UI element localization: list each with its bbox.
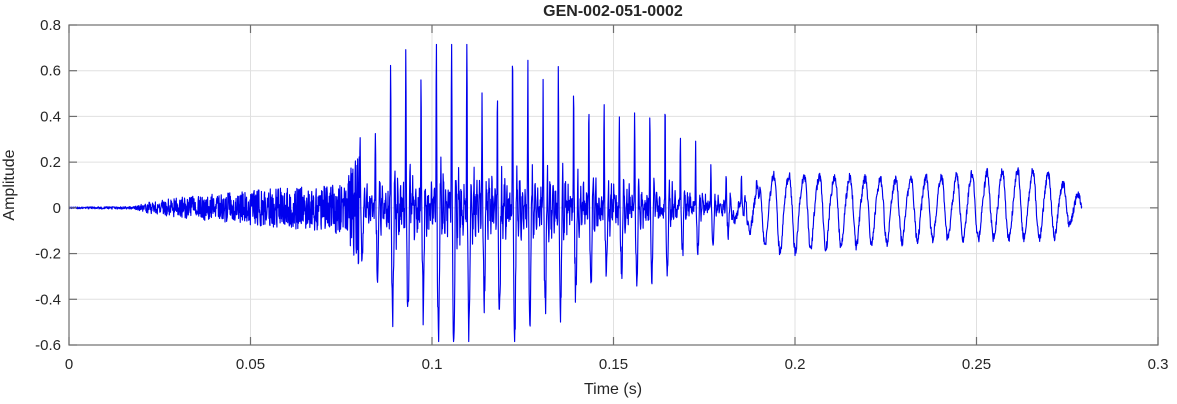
y-tick-label: -0.6 [35,337,61,354]
y-tick-label: 0.6 [40,63,61,80]
x-tick-label: 0.1 [422,356,443,373]
y-tick-label: 0 [53,200,61,217]
x-tick-label: 0.05 [236,356,265,373]
x-tick-label: 0.3 [1148,356,1169,373]
y-axis-label: Amplitude [1,149,18,220]
axes-layer [68,24,1159,346]
x-tick-label: 0.25 [962,356,991,373]
x-tick-label: 0.15 [599,356,628,373]
y-tick-label: -0.4 [35,291,61,308]
data-layer [68,43,1083,343]
x-tick-label: 0 [65,356,73,373]
y-tick-label: 0.4 [40,108,61,125]
waveform-path [68,43,1083,343]
chart-title: GEN-002-051-0002 [543,3,683,20]
x-tick-label: 0.2 [785,356,806,373]
y-tick-label: 0.8 [40,17,61,34]
y-tick-label: -0.2 [35,246,61,263]
tick-label-layer: 0 0.05 0.1 0.15 0.2 0.25 0.3 -0.6 -0.4 -0.2 0 0.2 0.… [35,17,1168,373]
x-axis-label: Time (s) [584,381,642,398]
y-tick-label: 0.2 [40,154,61,171]
